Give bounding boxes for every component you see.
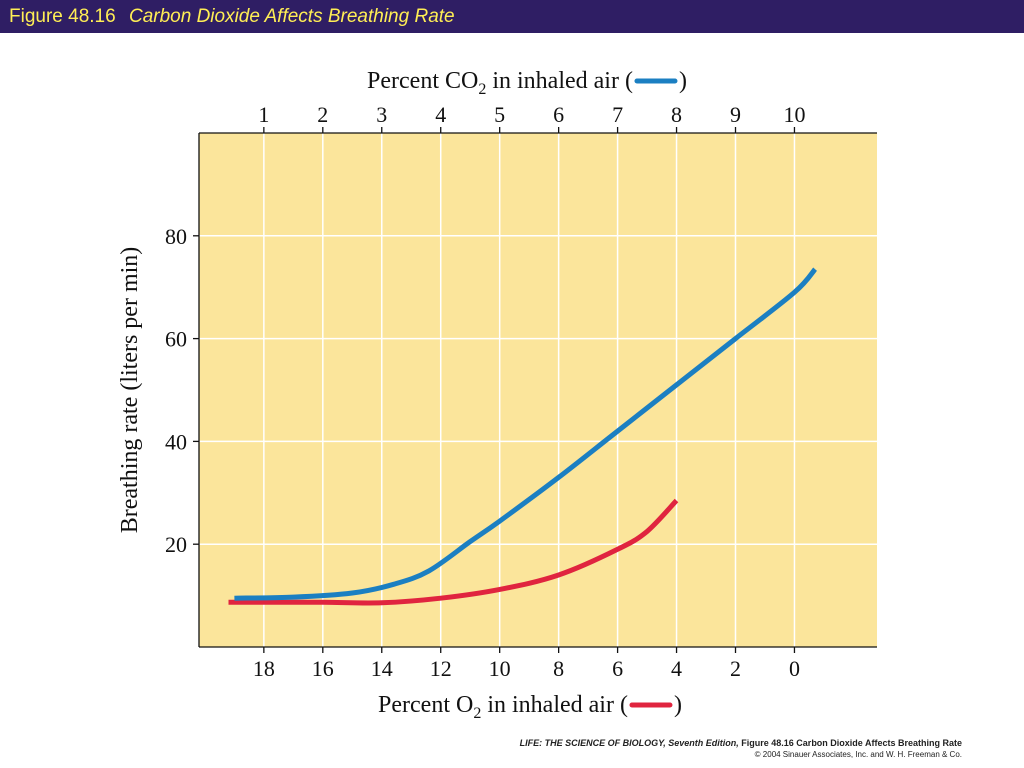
bottom-tick-label: 8 xyxy=(553,656,564,681)
top-axis-title: Percent CO2 in inhaled air () xyxy=(367,68,687,98)
bottom-tick-label: 18 xyxy=(253,656,275,681)
bottom-tick-label: 14 xyxy=(371,656,393,681)
bottom-tick-label: 0 xyxy=(789,656,800,681)
credit-line: LIFE: THE SCIENCE OF BIOLOGY, Seventh Ed… xyxy=(520,737,962,749)
top-tick-label: 8 xyxy=(671,102,682,127)
top-tick-label: 2 xyxy=(317,102,328,127)
bottom-tick-label: 10 xyxy=(489,656,511,681)
top-tick-label: 6 xyxy=(553,102,564,127)
bottom-tick-label: 12 xyxy=(430,656,452,681)
bottom-axis-title-suffix: ) xyxy=(674,692,682,718)
plot-area xyxy=(199,133,877,647)
top-axis-title-suffix: ) xyxy=(679,68,687,94)
top-axis-title-text: Percent CO2 in inhaled air ( xyxy=(367,68,633,98)
top-tick-label: 9 xyxy=(730,102,741,127)
figure-title: Carbon Dioxide Affects Breathing Rate xyxy=(128,6,455,27)
o2-series-line xyxy=(228,498,679,606)
y-tick-label: 40 xyxy=(165,429,187,454)
figure-number: Figure 48.16 xyxy=(9,6,116,27)
top-tick-label: 3 xyxy=(376,102,387,127)
bottom-tick-label: 16 xyxy=(312,656,334,681)
top-tick-label: 1 xyxy=(258,102,269,127)
y-tick-label: 20 xyxy=(165,532,187,557)
top-tick-label: 4 xyxy=(435,102,446,127)
bottom-axis-title: Percent O2 in inhaled air () xyxy=(378,692,682,722)
y-tick-label: 80 xyxy=(165,224,187,249)
bottom-tick-label: 4 xyxy=(671,656,682,681)
slide-header: Figure 48.16 Carbon Dioxide Affects Brea… xyxy=(0,0,1024,33)
y-axis-title: Breathing rate (liters per min) xyxy=(117,247,143,534)
bottom-tick-label: 6 xyxy=(612,656,623,681)
copyright-text: © 2004 Sinauer Associates, Inc. and W. H… xyxy=(754,750,962,759)
bottom-tick-label: 2 xyxy=(730,656,741,681)
y-tick-label: 60 xyxy=(165,327,187,352)
figure-reference: Figure 48.16 Carbon Dioxide Affects Brea… xyxy=(741,738,962,748)
credit-footer: LIFE: THE SCIENCE OF BIOLOGY, Seventh Ed… xyxy=(520,737,962,760)
bottom-axis-title-text: Percent O2 in inhaled air ( xyxy=(378,692,628,722)
top-tick-label: 5 xyxy=(494,102,505,127)
top-tick-label: 7 xyxy=(612,102,623,127)
top-tick-label: 10 xyxy=(783,102,805,127)
co2-series-line xyxy=(234,267,818,601)
book-title: LIFE: THE SCIENCE OF BIOLOGY, Seventh Ed… xyxy=(519,738,739,748)
